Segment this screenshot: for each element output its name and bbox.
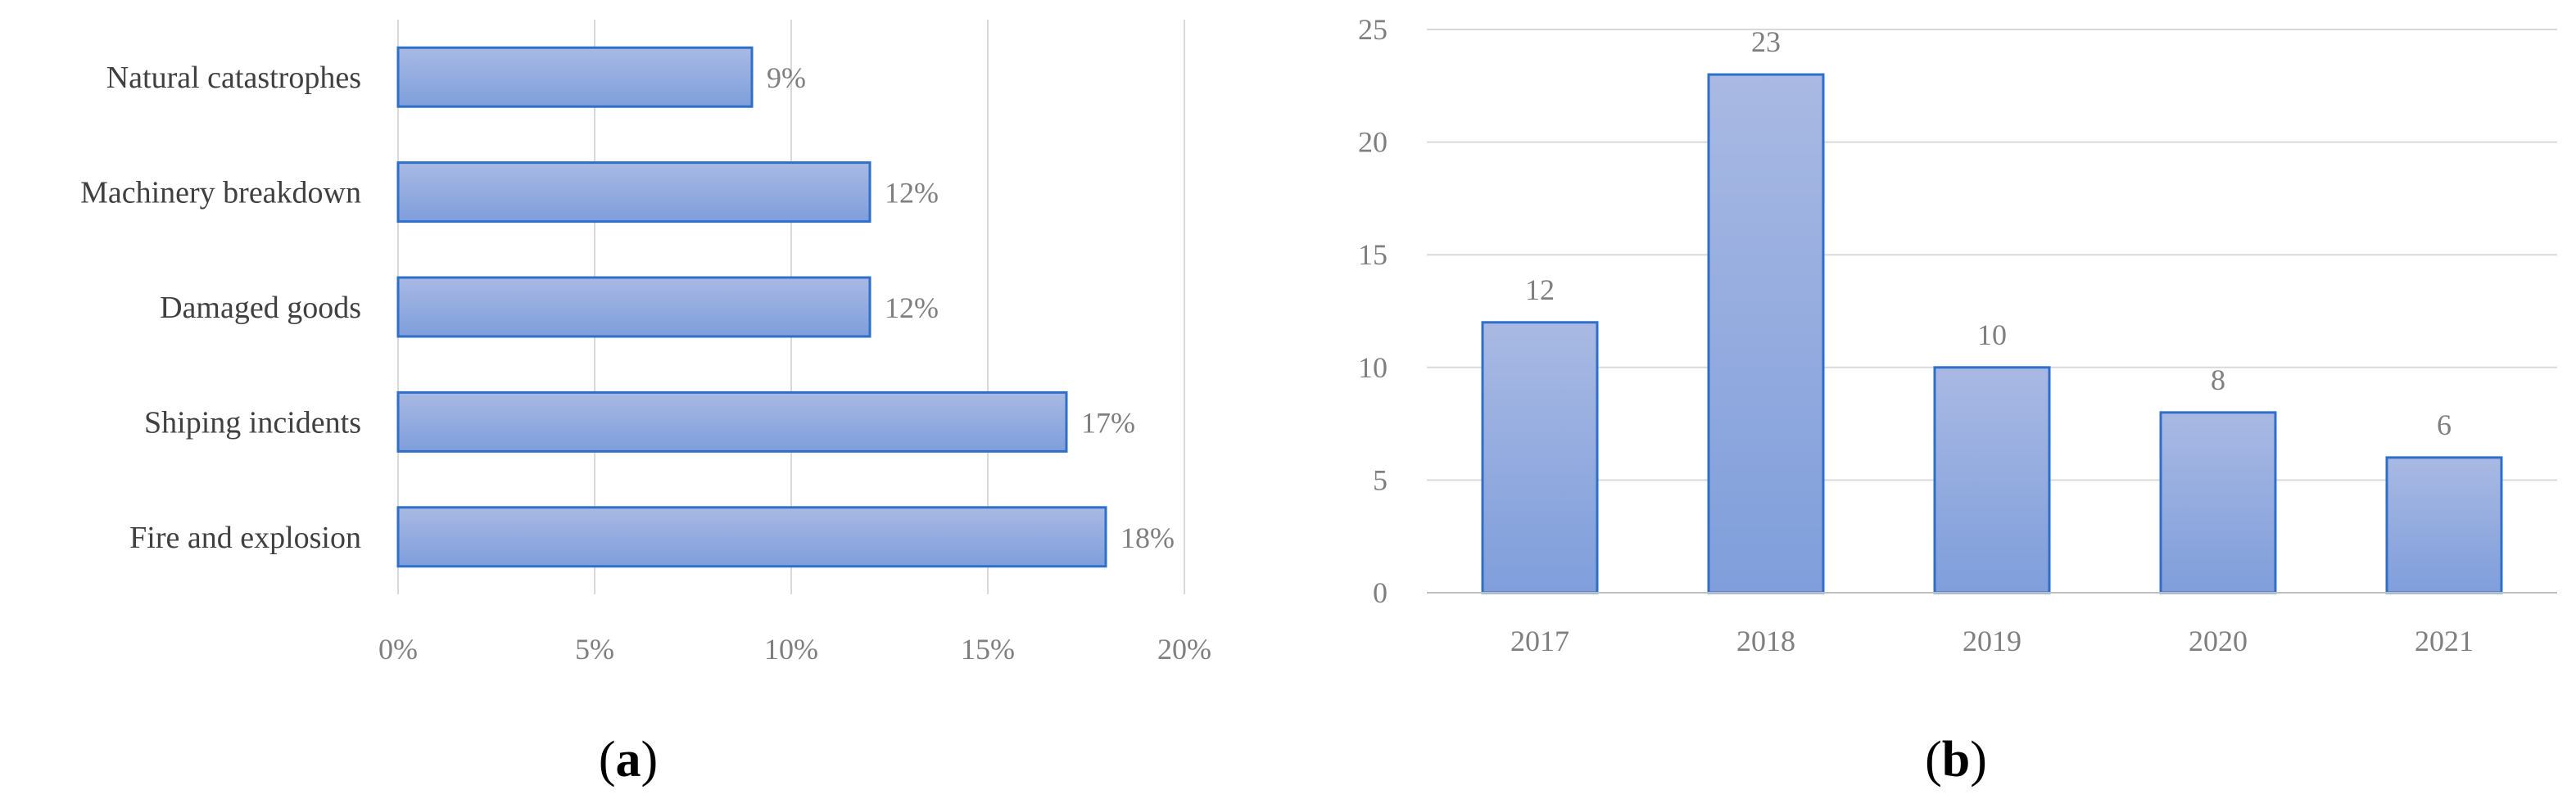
x-tick-label: 5% — [575, 633, 614, 666]
bar — [2159, 411, 2277, 594]
bar — [396, 161, 871, 223]
panel-label-letter: a — [616, 732, 641, 788]
bar — [2385, 456, 2503, 594]
x-tick-label: 20% — [1157, 633, 1211, 666]
data-label: 17% — [1081, 406, 1135, 439]
data-label: 8 — [2211, 363, 2225, 396]
x-tick-label: 15% — [961, 633, 1015, 666]
y-tick-label: 0 — [1373, 576, 1388, 609]
panel-labels: (a) (b) — [599, 732, 1987, 788]
data-label: 18% — [1120, 521, 1175, 554]
panel-label-letter: b — [1942, 732, 1970, 788]
y-tick-label: 20 — [1358, 126, 1388, 159]
category-label: Damaged goods — [160, 291, 361, 325]
panel-label-b: (b) — [1925, 732, 1987, 788]
chart-a-horizontal-bar: 0% 5% 10% 15% 20% Natural catastrophes 9% Machi… — [80, 20, 1211, 666]
data-label: 6 — [2437, 409, 2452, 441]
x-tick-label: 0% — [378, 633, 418, 666]
data-label: 12 — [1525, 273, 1555, 306]
category-label: Machinery breakdown — [80, 176, 361, 210]
panel-label-open: ( — [599, 732, 616, 788]
bar — [396, 506, 1107, 568]
panel-label-a: (a) — [599, 732, 658, 788]
data-label: 10 — [1977, 318, 2007, 351]
y-tick-label: 5 — [1373, 463, 1388, 496]
chart-b-vertical-bar: 0 5 10 15 20 25 12 2017 23 2018 10 2019 8 2020 6 2021 — [1358, 13, 2557, 657]
x-tick-label: 2017 — [1510, 625, 1569, 657]
bar — [1481, 321, 1599, 594]
bar — [396, 46, 754, 108]
data-label: 12% — [885, 291, 939, 324]
bar — [1707, 73, 1825, 594]
panel-label-close: ) — [1970, 732, 1987, 788]
panel-label-open: ( — [1925, 732, 1942, 788]
x-tick-label: 10% — [764, 633, 818, 666]
category-label: Shiping incidents — [144, 405, 361, 440]
data-label: 9% — [767, 61, 806, 94]
bar — [396, 390, 1068, 453]
y-tick-label: 25 — [1358, 13, 1388, 46]
x-tick-label: 2020 — [2189, 625, 2248, 657]
data-label: 23 — [1751, 25, 1781, 58]
panel-label-close: ) — [641, 732, 659, 788]
x-tick-label: 2021 — [2415, 625, 2474, 657]
bar — [396, 276, 871, 338]
data-label: 12% — [885, 177, 939, 210]
x-tick-label: 2018 — [1736, 625, 1795, 657]
category-label: Fire and explosion — [129, 521, 361, 555]
bar — [1933, 366, 2051, 594]
x-tick-label: 2019 — [1963, 625, 2021, 657]
y-tick-label: 10 — [1358, 351, 1388, 384]
y-tick-label: 15 — [1358, 238, 1388, 271]
category-label: Natural catastrophes — [106, 61, 361, 95]
